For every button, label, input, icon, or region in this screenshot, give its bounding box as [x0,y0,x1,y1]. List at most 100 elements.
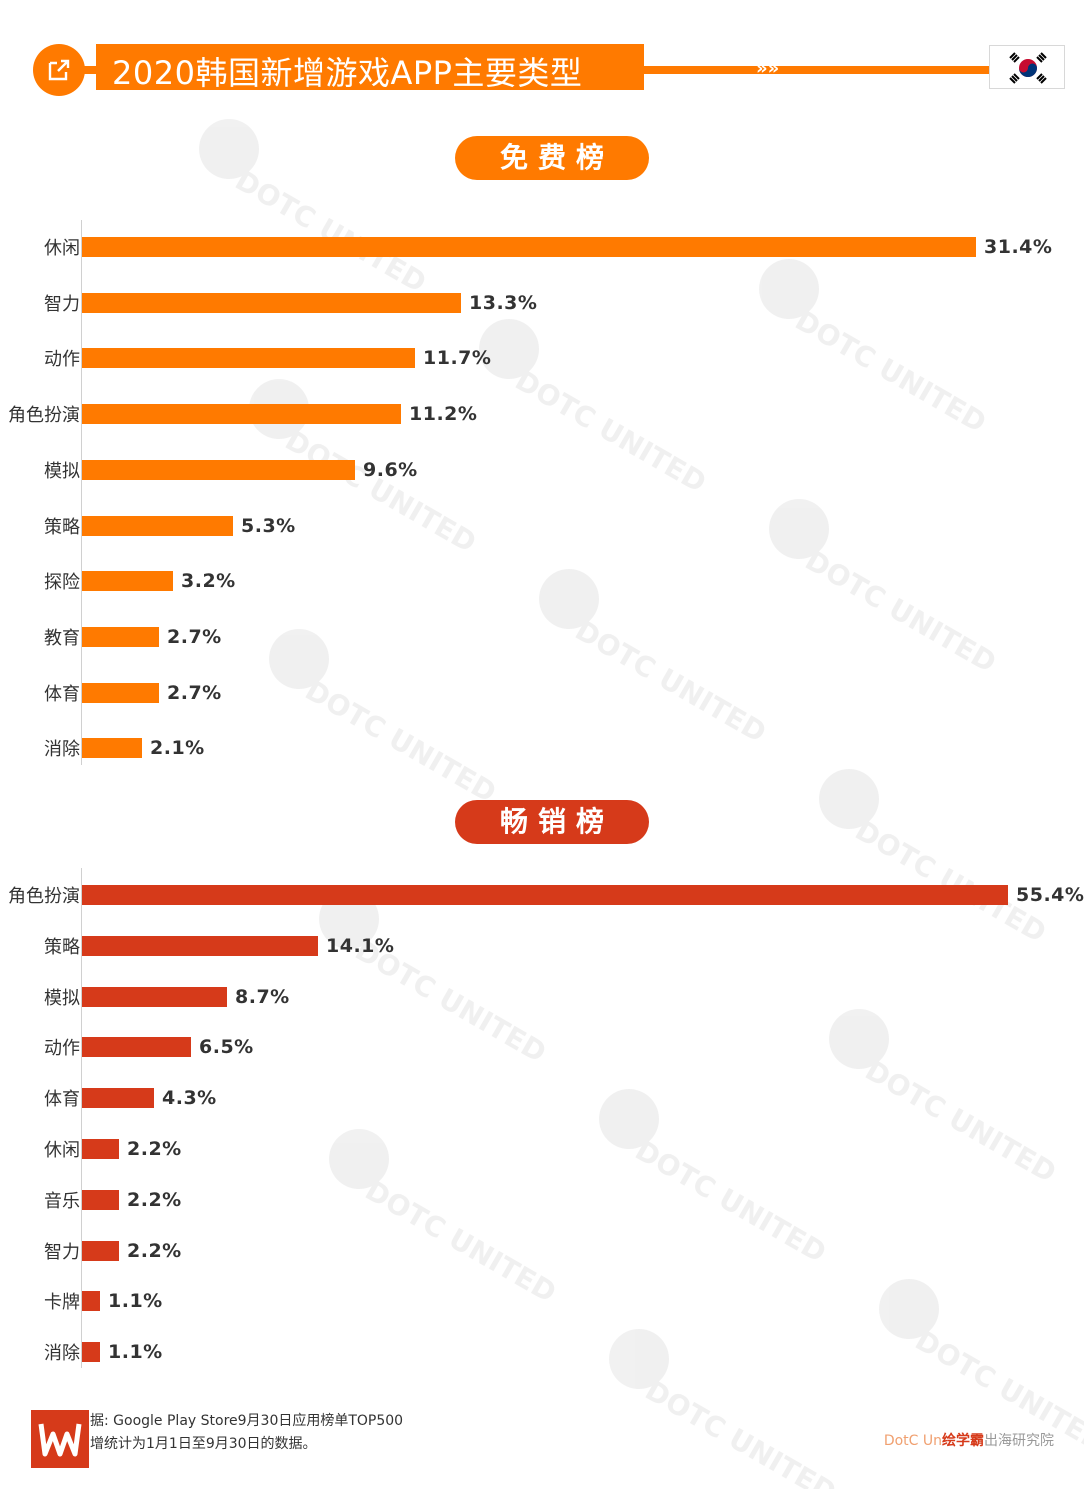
value-label: 5.3% [241,514,296,537]
category-label: 智力 [44,1241,80,1263]
category-label: 体育 [44,683,80,705]
value-label: 11.7% [423,347,492,370]
value-label: 8.7% [235,985,290,1008]
bar [82,1088,154,1109]
value-label: 2.2% [127,1188,182,1211]
category-axis [81,220,82,765]
publisher-logo-icon [31,1410,89,1468]
bar-row: 消除 2.1% [0,737,1084,761]
bar-row: 模拟 8.7% [0,985,1084,1009]
category-label: 模拟 [44,460,80,482]
category-label: 体育 [44,1089,80,1111]
bar-row: 卡牌 1.1% [0,1290,1084,1314]
bar-row: 动作 11.7% [0,347,1084,371]
category-label: 策略 [44,516,80,538]
bar [82,1291,100,1312]
bar-row: 休闲 31.4% [0,236,1084,259]
value-label: 2.2% [127,1239,182,1262]
bar [82,292,461,313]
free-chart-title: 免费榜 [455,136,649,180]
value-label: 1.1% [108,1290,163,1313]
category-label: 策略 [44,936,80,958]
category-label: 动作 [44,349,80,371]
header-title-box [96,44,644,90]
category-label: 教育 [44,627,80,649]
source-note-period: 增统计为1月1日至9月30日的数据。 [90,1436,317,1452]
value-label: 2.7% [167,625,222,648]
bar [82,885,1008,905]
bar [82,935,318,956]
bar-row: 模拟 9.6% [0,458,1084,482]
bar-row: 角色扮演 11.2% [0,403,1084,427]
bar [82,459,355,480]
bar [82,515,233,536]
category-label: 角色扮演 [8,405,80,427]
category-label: 模拟 [44,987,80,1009]
bar [82,571,173,592]
bar [82,1342,100,1363]
bar [82,1240,119,1261]
bar-row: 动作 6.5% [0,1036,1084,1060]
brand-credit-dotc: DotC Un [883,1433,942,1449]
bar-row: 策略 14.1% [0,934,1084,958]
category-label: 智力 [44,293,80,315]
value-label: 4.3% [162,1087,217,1110]
value-label: 2.2% [127,1138,182,1160]
value-label: 3.2% [181,570,236,593]
value-label: 9.6% [363,458,418,481]
bar [82,404,401,425]
category-label: 探险 [44,572,80,594]
value-label: 55.4% [1016,884,1084,906]
bar [82,986,227,1007]
watermark-logo: DOTC UNITED [718,248,992,439]
bar-row: 消除 1.1% [0,1341,1084,1365]
value-label: 2.7% [167,681,222,704]
bar [82,1189,119,1210]
bar [82,1037,191,1058]
watermark-logo: DOTC UNITED [208,368,482,559]
watermark-logo: DOTC UNITED [438,308,712,499]
value-label: 2.1% [150,737,205,760]
bar-row: 智力 2.2% [0,1239,1084,1263]
category-label: 休闲 [44,1140,80,1161]
bar-row: 策略 5.3% [0,514,1084,538]
category-label: 音乐 [44,1190,80,1212]
value-label: 31.4% [984,236,1053,258]
brand-credit: DotC Un绘学霸出海研究院 [884,1430,1054,1450]
bar-row: 角色扮演 55.4% [0,884,1084,907]
watermark-logo: DOTC UNITED [788,998,1062,1189]
brand-credit-huixueba: 绘学霸 [942,1433,984,1449]
value-label: 13.3% [469,291,538,314]
bar-row: 教育 2.7% [0,625,1084,649]
category-label: 休闲 [44,238,80,259]
korea-flag-icon [989,45,1065,89]
category-label: 消除 [44,739,80,761]
bar-row: 体育 2.7% [0,681,1084,705]
category-axis [81,868,82,1368]
category-label: 角色扮演 [8,886,80,907]
bar-row: 体育 4.3% [0,1087,1084,1111]
page-title: 2020韩国新增游戏APP主要类型 [112,54,583,92]
bar [82,738,142,759]
value-label: 1.1% [108,1341,163,1364]
category-label: 卡牌 [44,1292,80,1314]
category-label: 动作 [44,1038,80,1060]
double-chevron-icon: »» [756,58,780,79]
value-label: 14.1% [326,934,395,957]
bar [82,682,159,703]
bar-row: 智力 13.3% [0,291,1084,315]
bar [82,237,976,257]
source-note: 据: Google Play Store9月30日应用榜单TOP500 [90,1413,404,1429]
bar-row: 休闲 2.2% [0,1138,1084,1161]
bar [82,1139,119,1159]
category-label: 消除 [44,1343,80,1365]
grossing-chart-title: 畅销榜 [455,800,649,844]
bar [82,626,159,647]
brand-credit-institute: 出海研究院 [984,1433,1054,1449]
share-icon [33,44,85,96]
bar-row: 音乐 2.2% [0,1188,1084,1212]
value-label: 11.2% [409,403,478,426]
value-label: 6.5% [199,1036,254,1059]
bar [82,348,415,369]
bar-row: 探险 3.2% [0,570,1084,594]
